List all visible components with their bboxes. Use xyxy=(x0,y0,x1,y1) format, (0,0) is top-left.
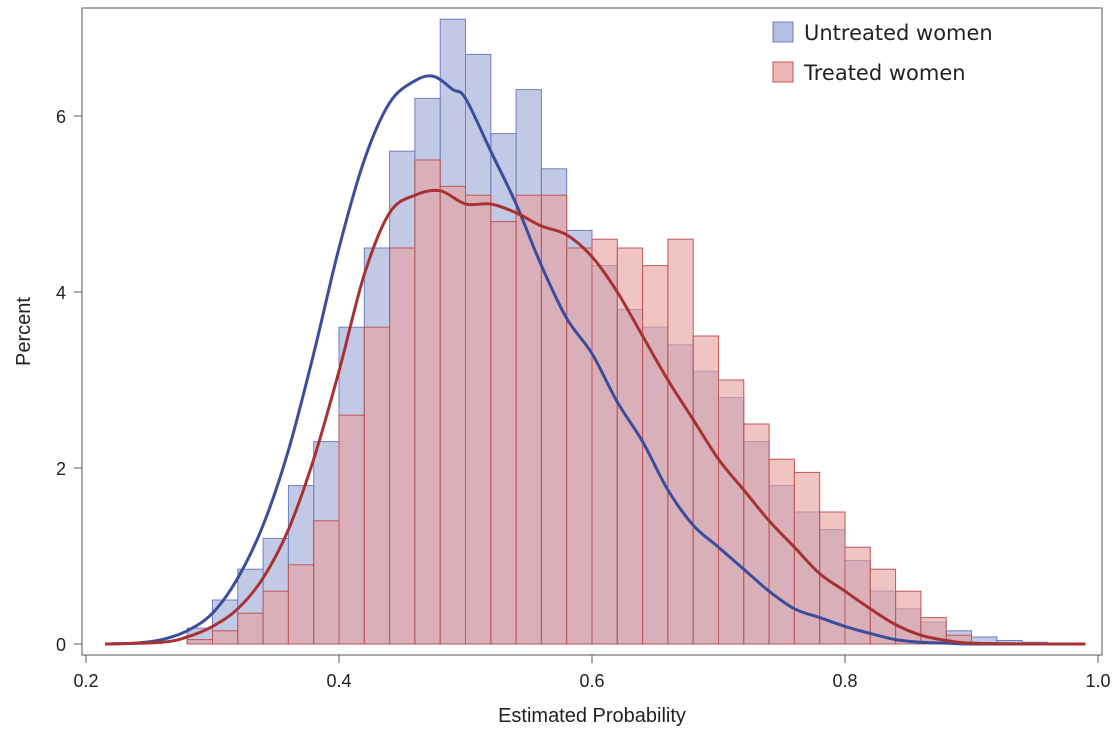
y-tick-label: 2 xyxy=(56,459,66,479)
treated-bar-11 xyxy=(465,194,492,645)
legend-swatch-treated xyxy=(772,61,794,83)
treated-bar-17 xyxy=(616,247,644,645)
x-tick-label: 0.4 xyxy=(326,671,351,691)
treated-bar-24 xyxy=(793,471,821,645)
treated-bar-0 xyxy=(186,639,213,645)
y-tick-label: 4 xyxy=(56,283,66,303)
treated-bar-6 xyxy=(338,414,365,645)
treated-bar-7 xyxy=(363,326,391,645)
legend-label-untreated: Untreated women xyxy=(804,21,993,45)
treated-bar-19 xyxy=(667,238,694,645)
y-axis-label: Percent xyxy=(13,297,35,366)
treated-bar-12 xyxy=(490,221,517,645)
treated-bar-4 xyxy=(287,564,315,645)
axes: 0.2 0.4 0.6 0.8 1.0 0 2 4 6 xyxy=(56,7,1111,691)
untreated-density-curve xyxy=(104,74,1086,646)
treated-bar-21 xyxy=(718,379,745,645)
x-tick-label: 0.6 xyxy=(579,671,604,691)
treated-bar-16 xyxy=(591,238,618,645)
y-tick-label: 0 xyxy=(56,635,66,655)
treated-bar-14 xyxy=(540,194,568,645)
treated-bar-18 xyxy=(642,265,669,645)
treated-bar-23 xyxy=(768,458,795,645)
legend-swatch-untreated xyxy=(772,21,794,43)
treated-bar-3 xyxy=(262,590,289,645)
treated-bar-9 xyxy=(414,159,441,645)
treated-bar-28 xyxy=(895,590,922,645)
treated-bar-13 xyxy=(515,194,542,645)
density-curves xyxy=(104,74,1086,646)
treated-bar-1 xyxy=(212,630,239,645)
treated-bar-27 xyxy=(869,568,897,645)
treated-bar-2 xyxy=(237,612,264,645)
x-tick-label: 0.2 xyxy=(73,671,98,691)
legend: Untreated women Treated women xyxy=(772,21,993,85)
treated-bar-10 xyxy=(439,185,467,645)
treated-density-curve xyxy=(104,188,1086,646)
treated-bar-8 xyxy=(389,247,416,645)
x-tick-label: 0.8 xyxy=(832,671,857,691)
legend-label-treated: Treated women xyxy=(803,61,966,85)
treated-bar-15 xyxy=(566,247,593,645)
treated-bar-5 xyxy=(313,520,340,645)
treated-bar-22 xyxy=(743,423,770,645)
y-tick-label: 6 xyxy=(56,107,66,127)
treated-bars xyxy=(186,159,973,645)
treated-bar-20 xyxy=(692,335,720,645)
x-axis-label: Estimated Probability xyxy=(498,705,686,727)
x-tick-label: 1.0 xyxy=(1085,671,1110,691)
